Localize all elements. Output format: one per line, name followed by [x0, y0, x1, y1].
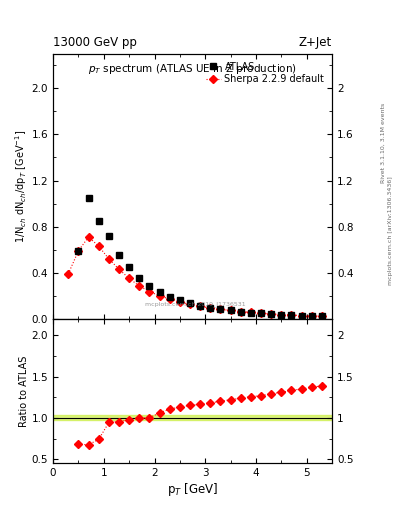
Text: 13000 GeV pp: 13000 GeV pp: [53, 36, 137, 49]
Sherpa 2.2.9 default: [86, 234, 91, 240]
Text: $p_T$ spectrum (ATLAS UE in Z production): $p_T$ spectrum (ATLAS UE in Z production…: [88, 62, 297, 76]
Line: Sherpa 2.2.9 default: Sherpa 2.2.9 default: [66, 234, 325, 319]
Y-axis label: Ratio to ATLAS: Ratio to ATLAS: [19, 355, 29, 427]
Sherpa 2.2.9 default: [157, 293, 162, 299]
ATLAS: [228, 307, 233, 313]
Text: Rivet 3.1.10, 3.1M events: Rivet 3.1.10, 3.1M events: [381, 103, 386, 183]
ATLAS: [157, 289, 162, 295]
Bar: [53, 415, 332, 420]
Sherpa 2.2.9 default: [66, 271, 71, 277]
ATLAS: [178, 297, 182, 304]
Sherpa 2.2.9 default: [259, 310, 263, 316]
ATLAS: [117, 252, 121, 259]
Sherpa 2.2.9 default: [279, 311, 284, 317]
ATLAS: [147, 283, 152, 289]
Sherpa 2.2.9 default: [107, 256, 111, 262]
ATLAS: [107, 233, 111, 239]
ATLAS: [86, 195, 91, 201]
ATLAS: [188, 300, 193, 306]
Sherpa 2.2.9 default: [137, 283, 141, 289]
Sherpa 2.2.9 default: [208, 305, 213, 311]
ATLAS: [320, 313, 324, 319]
Text: Z+Jet: Z+Jet: [299, 36, 332, 49]
Sherpa 2.2.9 default: [299, 312, 304, 318]
Sherpa 2.2.9 default: [289, 312, 294, 318]
Sherpa 2.2.9 default: [96, 243, 101, 249]
ATLAS: [269, 311, 274, 317]
Text: mcplots.cern.ch 2019_I1736531: mcplots.cern.ch 2019_I1736531: [145, 301, 245, 307]
ATLAS: [289, 312, 294, 318]
Y-axis label: 1/N$_{ch}$ dN$_{ch}$/dp$_T$ [GeV$^{-1}$]: 1/N$_{ch}$ dN$_{ch}$/dp$_T$ [GeV$^{-1}$]: [13, 130, 29, 243]
Sherpa 2.2.9 default: [117, 266, 121, 272]
Sherpa 2.2.9 default: [239, 308, 243, 314]
ATLAS: [279, 312, 284, 318]
Sherpa 2.2.9 default: [228, 307, 233, 313]
ATLAS: [76, 248, 81, 254]
Sherpa 2.2.9 default: [218, 306, 223, 312]
ATLAS: [299, 313, 304, 319]
ATLAS: [218, 306, 223, 312]
Sherpa 2.2.9 default: [167, 296, 172, 302]
ATLAS: [137, 275, 141, 282]
ATLAS: [239, 309, 243, 315]
Sherpa 2.2.9 default: [188, 302, 193, 308]
Sherpa 2.2.9 default: [147, 289, 152, 295]
Sherpa 2.2.9 default: [198, 303, 202, 309]
X-axis label: p$_T$ [GeV]: p$_T$ [GeV]: [167, 481, 218, 498]
ATLAS: [309, 313, 314, 319]
ATLAS: [96, 218, 101, 224]
ATLAS: [259, 310, 263, 316]
ATLAS: [127, 264, 132, 270]
ATLAS: [198, 303, 202, 309]
Sherpa 2.2.9 default: [248, 309, 253, 315]
Text: mcplots.cern.ch [arXiv:1306.3436]: mcplots.cern.ch [arXiv:1306.3436]: [388, 176, 393, 285]
ATLAS: [167, 294, 172, 300]
Sherpa 2.2.9 default: [178, 299, 182, 305]
Sherpa 2.2.9 default: [320, 313, 324, 319]
ATLAS: [208, 305, 213, 311]
Legend: ATLAS, Sherpa 2.2.9 default: ATLAS, Sherpa 2.2.9 default: [203, 58, 327, 88]
Sherpa 2.2.9 default: [309, 313, 314, 319]
ATLAS: [248, 309, 253, 315]
Sherpa 2.2.9 default: [76, 248, 81, 254]
Sherpa 2.2.9 default: [127, 275, 132, 282]
Line: ATLAS: ATLAS: [75, 195, 325, 320]
Sherpa 2.2.9 default: [269, 311, 274, 317]
